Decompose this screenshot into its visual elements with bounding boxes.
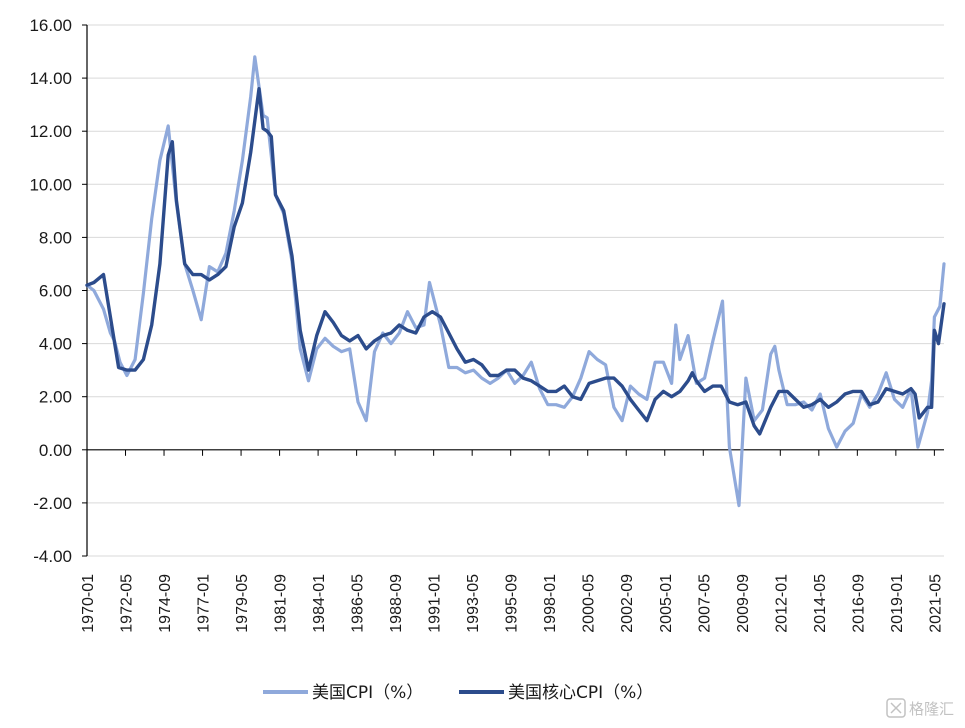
legend: 美国CPI（%） 美国核心CPI（%） — [263, 683, 653, 703]
series-line-core-cpi — [85, 87, 946, 436]
x-tick-label: 1977-01 — [196, 574, 213, 633]
x-tick-label: 1972-05 — [119, 574, 136, 633]
series-line-cpi — [85, 55, 946, 508]
watermark: 格隆汇 — [886, 698, 954, 718]
x-tick-label: 1974-09 — [157, 574, 174, 633]
legend-label-core-cpi: 美国核心CPI（%） — [508, 683, 653, 703]
x-tick-label: 1995-09 — [504, 574, 521, 633]
y-tick-label: 0.00 — [39, 441, 72, 460]
x-tick-label: 1981-09 — [273, 574, 290, 633]
gridlines — [87, 24, 944, 557]
x-tick-label: 2019-01 — [889, 574, 906, 633]
x-tick-label: 1988-09 — [388, 574, 405, 633]
x-tick-labels: 1970-01 1972-05 1974-09 1977-01 1979-05 1981-… — [80, 574, 944, 633]
y-tick-label: 14.00 — [29, 69, 72, 88]
legend-label-cpi: 美国CPI（%） — [312, 683, 423, 703]
y-tick-label: 10.00 — [29, 175, 72, 194]
x-tick-label: 2012-01 — [773, 574, 790, 633]
y-tick-label: -4.00 — [33, 547, 72, 566]
x-tick-label: 2005-01 — [658, 574, 675, 633]
watermark-logo-icon — [886, 698, 906, 718]
x-tick-label: 2021-05 — [927, 574, 944, 633]
x-tick-label: 2000-05 — [581, 574, 598, 633]
y-tick-label: 6.00 — [39, 282, 72, 301]
x-tick-label: 1979-05 — [234, 574, 251, 633]
watermark-logo-mark — [890, 702, 902, 714]
watermark-text: 格隆汇 — [909, 700, 954, 718]
x-tick-label: 1991-01 — [427, 574, 444, 633]
y-tick-label: 8.00 — [39, 228, 72, 247]
y-tick-label: -2.00 — [33, 494, 72, 513]
x-tick-label: 2014-05 — [812, 574, 829, 633]
x-tick-label: 2002-09 — [619, 574, 636, 633]
x-tick-label: 2009-09 — [735, 574, 752, 633]
x-tick-label: 2007-05 — [696, 574, 713, 633]
x-tick-label: 1998-01 — [542, 574, 559, 633]
x-tick-label: 1970-01 — [80, 574, 97, 633]
x-tick-label: 2016-09 — [850, 574, 867, 633]
x-tick-label: 1984-01 — [311, 574, 328, 633]
y-tick-label: 12.00 — [29, 122, 72, 141]
series-lines — [85, 55, 946, 508]
x-tick-label: 1986-05 — [350, 574, 367, 633]
x-tick-label: 1993-05 — [465, 574, 482, 633]
y-tick-label: 2.00 — [39, 388, 72, 407]
axes — [82, 24, 944, 557]
y-tick-labels: -4.00 -2.00 0.00 2.00 4.00 6.00 8.00 10.00 12.00… — [29, 16, 72, 566]
y-tick-label: 16.00 — [29, 16, 72, 35]
y-tick-label: 4.00 — [39, 335, 72, 354]
